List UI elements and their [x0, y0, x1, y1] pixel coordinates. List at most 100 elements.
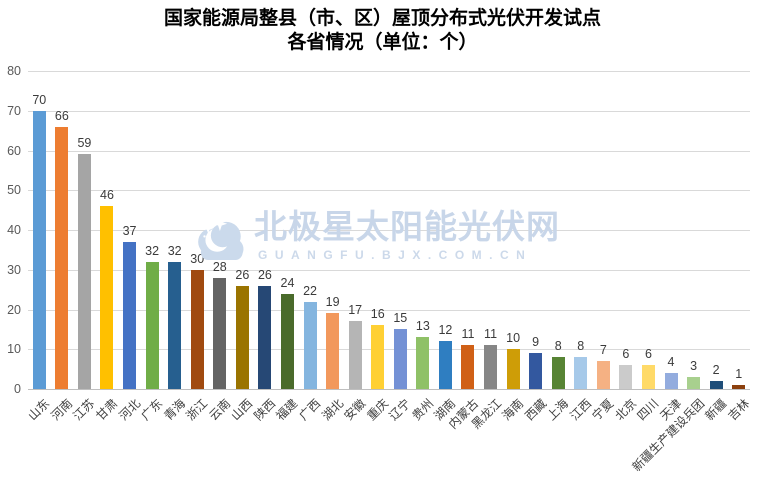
bar-value-label: 11	[484, 327, 498, 342]
x-axis-category-label: 福建	[273, 396, 301, 424]
x-axis-category-label: 河北	[115, 396, 143, 424]
x-axis-category-label: 河南	[48, 396, 76, 424]
bar-value-label: 7	[599, 343, 607, 358]
bar	[732, 385, 746, 389]
bar-value-label: 1	[735, 367, 743, 382]
bar-value-label: 8	[577, 339, 585, 354]
bar	[438, 341, 452, 389]
x-axis-category-label: 重庆	[364, 396, 391, 424]
bar-value-label: 11	[461, 327, 475, 342]
x-axis-category-label: 海南	[499, 396, 527, 424]
bar-value-label: 28	[212, 259, 227, 274]
x-axis-category-label: 陕西	[251, 396, 279, 424]
bar	[551, 357, 565, 389]
bar-value-label: 30	[190, 251, 205, 266]
gridline	[28, 269, 750, 271]
bar-value-label: 8	[554, 339, 562, 354]
x-axis-category-label: 北京	[612, 396, 640, 424]
bar	[55, 126, 69, 389]
chart-title: 国家能源局整县（市、区）屋顶分布式光伏开发试点 各省情况（单位：个）	[0, 7, 765, 55]
bar	[213, 277, 227, 389]
bar	[664, 373, 678, 389]
bar-value-label: 26	[235, 267, 250, 282]
x-axis-category-label: 江西	[567, 396, 594, 424]
y-axis-tick-label: 30	[7, 262, 21, 277]
x-axis-category-label: 青海	[160, 396, 188, 424]
bar-value-label: 3	[690, 359, 698, 374]
bar	[280, 293, 294, 389]
bar	[32, 110, 46, 389]
bar	[596, 361, 610, 389]
bar-value-label: 9	[532, 335, 540, 350]
bar-value-label: 12	[438, 323, 453, 338]
bar-value-label: 4	[667, 355, 675, 370]
bar	[77, 154, 91, 389]
y-axis-tick-label: 10	[7, 342, 21, 357]
gridline	[28, 71, 750, 72]
bar-value-label: 16	[370, 307, 385, 322]
bar	[326, 313, 340, 389]
x-axis-category-label: 宁夏	[589, 396, 617, 424]
x-axis-category-label: 上海	[544, 396, 572, 424]
x-axis-category-label: 山东	[25, 396, 53, 424]
bar-value-label: 32	[167, 243, 182, 258]
gridline	[28, 150, 750, 152]
bar	[190, 269, 204, 389]
bar	[484, 345, 498, 389]
bar	[371, 325, 385, 389]
bar-value-label: 2	[712, 363, 720, 378]
x-axis-category-label: 辽宁	[386, 396, 414, 424]
bar-value-label: 26	[257, 267, 272, 282]
x-axis-category-label: 云南	[206, 396, 233, 424]
bar	[303, 301, 317, 389]
x-axis-category-label: 山西	[228, 396, 256, 424]
gridline	[28, 190, 750, 192]
bar-value-label: 24	[280, 275, 295, 290]
chart-title-line1: 国家能源局整县（市、区）屋顶分布式光伏开发试点	[163, 8, 601, 29]
gridline	[28, 110, 750, 112]
bar	[123, 241, 137, 389]
x-axis-category-label: 浙江	[183, 396, 211, 424]
bar-value-label: 13	[415, 319, 430, 334]
bar	[709, 381, 723, 389]
bar	[393, 329, 407, 389]
x-axis-category-label: 江苏	[70, 396, 98, 424]
y-axis-tick-label: 0	[14, 382, 21, 396]
bar	[461, 345, 475, 389]
x-axis-category-label: 广西	[296, 396, 324, 424]
bar	[687, 377, 701, 389]
bar-value-label: 46	[100, 188, 114, 203]
bar-value-label: 6	[644, 347, 652, 362]
bar	[168, 261, 182, 389]
gridline	[28, 230, 750, 231]
bar	[641, 365, 655, 389]
y-axis-tick-label: 60	[7, 143, 21, 158]
y-axis-tick-label: 80	[7, 64, 21, 78]
bar	[619, 365, 633, 389]
gridline	[28, 309, 750, 311]
y-axis-tick-label: 40	[7, 223, 21, 237]
bar	[348, 321, 362, 389]
plot-area: 0 10 20 30 40 50 60 70 80 70 山东 66 河南 59 江苏 46 甘肃 37 河北 32 广…	[7, 64, 752, 474]
bar	[258, 285, 272, 389]
bar-value-label: 15	[393, 311, 408, 326]
bar	[506, 349, 520, 389]
y-axis-tick-label: 20	[7, 302, 21, 317]
bar-value-label: 37	[122, 223, 137, 238]
x-axis-category-label: 安徽	[341, 396, 369, 424]
x-axis-category-label: 西藏	[521, 396, 549, 424]
bar-value-label: 17	[348, 303, 363, 318]
x-axis-category-label: 新疆	[702, 396, 730, 424]
bar-value-label: 70	[32, 92, 47, 107]
bar-value-label: 59	[77, 136, 92, 151]
y-axis-tick-label: 50	[7, 183, 21, 198]
x-axis-category-label: 湖北	[318, 396, 346, 424]
x-axis-category-label: 甘肃	[93, 396, 121, 424]
bar-value-label: 6	[622, 347, 630, 362]
bar-value-label: 66	[54, 108, 69, 123]
y-axis-tick-label: 70	[7, 103, 21, 118]
x-axis-line	[28, 389, 750, 390]
x-axis-category-label: 四川	[634, 396, 662, 424]
x-axis-category-label: 广东	[138, 396, 166, 424]
